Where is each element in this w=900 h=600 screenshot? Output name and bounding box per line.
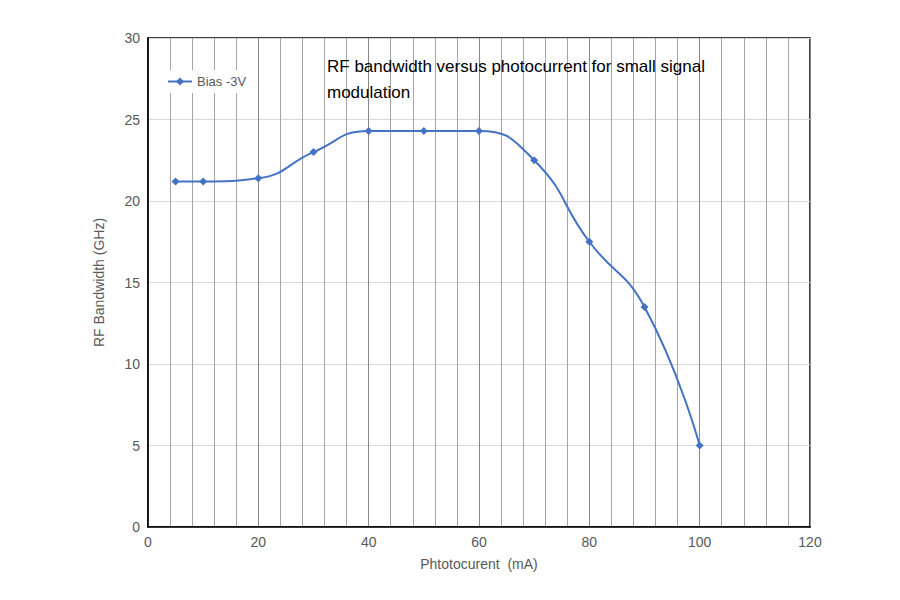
svg-text:120: 120 [798,534,822,550]
svg-text:RF Bandwidth (GHz): RF Bandwidth (GHz) [91,218,107,347]
svg-text:10: 10 [124,356,140,372]
svg-text:Bias -3V: Bias -3V [197,74,246,89]
svg-text:20: 20 [251,534,267,550]
svg-text:25: 25 [124,112,140,128]
svg-text:Phtotocurent (mA): Phtotocurent (mA) [420,556,538,572]
svg-text:RF bandwidth versus photocurre: RF bandwidth versus photocurrent for sma… [327,57,710,76]
svg-text:modulation: modulation [327,83,410,102]
svg-text:100: 100 [688,534,712,550]
svg-text:20: 20 [124,193,140,209]
svg-text:5: 5 [132,438,140,454]
svg-text:15: 15 [124,275,140,291]
svg-text:30: 30 [124,30,140,46]
svg-text:40: 40 [361,534,377,550]
svg-text:0: 0 [144,534,152,550]
svg-text:80: 80 [582,534,598,550]
svg-text:60: 60 [471,534,487,550]
svg-text:0: 0 [132,519,140,535]
